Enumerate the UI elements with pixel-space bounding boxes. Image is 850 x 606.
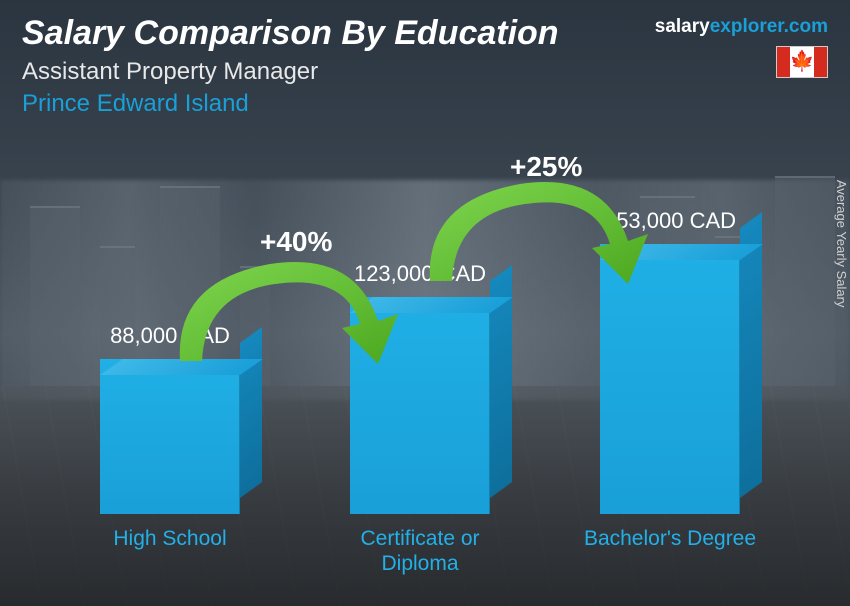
increase-arrow	[410, 166, 660, 306]
brand-part1: salary	[655, 16, 710, 37]
job-title: Assistant Property Manager	[22, 58, 318, 86]
bar-chart: 88,000 CADHigh School123,000 CADCertific…	[40, 136, 790, 576]
increase-arrow	[160, 246, 410, 386]
bar-label: Bachelor's Degree	[570, 526, 770, 576]
brand-part2: explorer.com	[710, 16, 828, 37]
country-flag-canada: 🍁	[776, 46, 828, 78]
bar-label: High School	[70, 526, 270, 576]
maple-leaf-icon: 🍁	[790, 52, 815, 72]
location-label: Prince Edward Island	[22, 90, 249, 118]
page-title: Salary Comparison By Education	[22, 14, 559, 53]
bar-label: Certificate or Diploma	[320, 526, 520, 576]
y-axis-label: Average Yearly Salary	[835, 180, 850, 308]
brand-logo: salaryexplorer.com	[655, 16, 828, 38]
